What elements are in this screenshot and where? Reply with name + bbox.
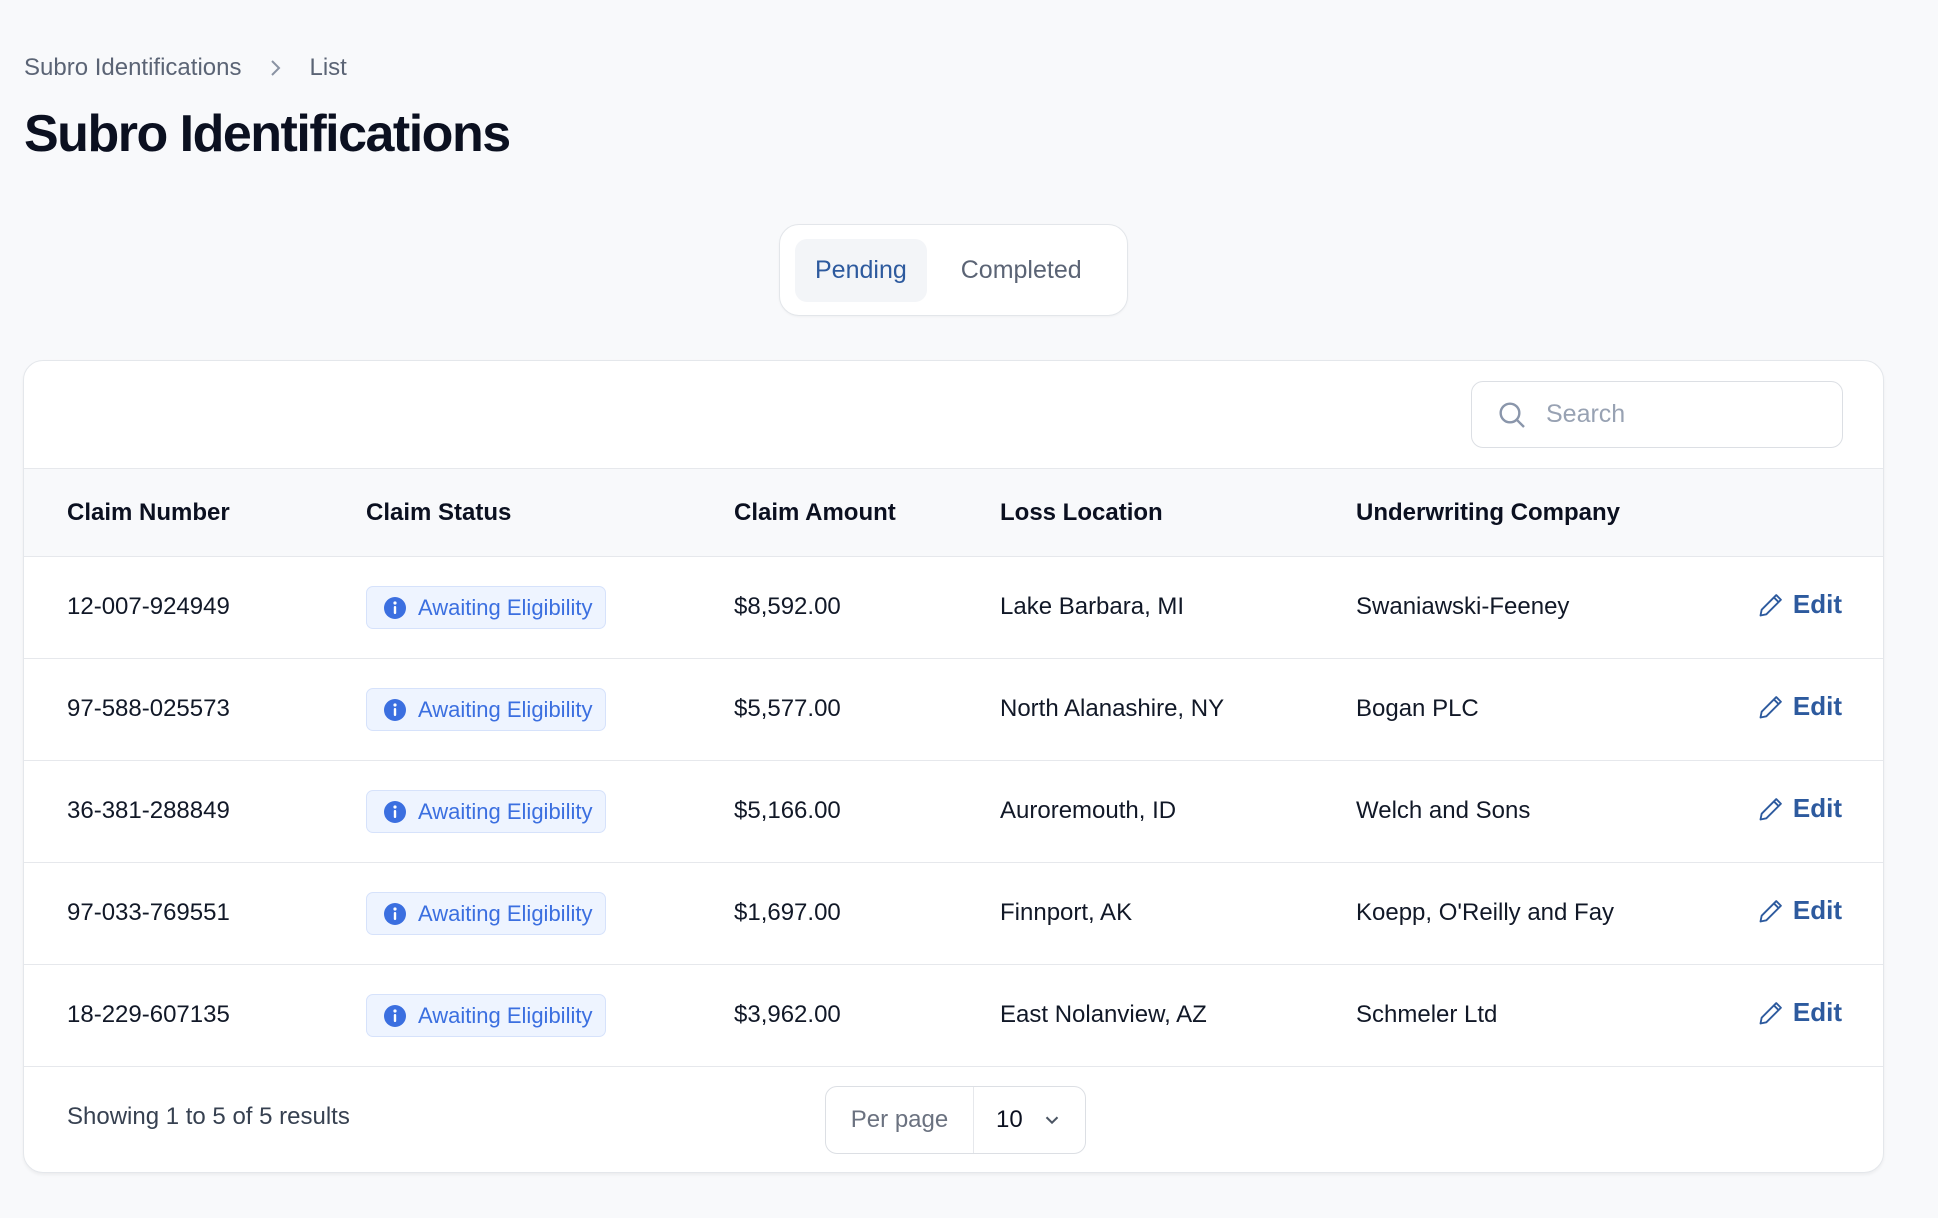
loss-location: East Nolanview, AZ [1000,1001,1207,1028]
status-badge: Awaiting Eligibility [366,688,607,731]
edit-label: Edit [1792,793,1842,823]
edit-button[interactable]: Edit [1757,997,1842,1028]
tab-completed[interactable]: Completed [960,255,1082,284]
column-header-underwriting-company[interactable]: Underwriting Company [1356,499,1621,526]
info-icon [384,596,406,619]
table-row: 97-588-025573 Awaiting Eligibility $5,577.… [24,659,1883,761]
breadcrumb-item-subro-identifications[interactable]: Subro Identifications [24,54,242,81]
underwriting-company: Swaniawski-Feeney [1356,593,1570,620]
status-badge: Awaiting Eligibility [366,994,607,1037]
per-page-control: Per page 10 [825,1086,1086,1154]
status-label: Awaiting Eligibility [418,900,593,926]
table-row: 36-381-288849 Awaiting Eligibility $5,166.… [24,761,1883,863]
pencil-icon [1759,797,1782,820]
claim-amount: $5,166.00 [734,797,841,824]
info-icon [384,902,406,925]
pencil-icon [1759,695,1782,718]
claim-number: 18-229-607135 [67,1001,230,1028]
page-title: Subro Identifications [24,105,511,163]
status-label: Awaiting Eligibility [418,1002,593,1028]
search-icon [1499,401,1525,428]
edit-label: Edit [1792,691,1842,721]
info-icon [384,698,406,721]
underwriting-company: Koepp, O'Reilly and Fay [1356,899,1615,926]
status-badge: Awaiting Eligibility [366,892,607,935]
column-header-claim-number[interactable]: Claim Number [67,499,230,526]
table-row: 18-229-607135 Awaiting Eligibility $3,962.… [24,965,1883,1067]
pencil-icon [1759,899,1782,922]
loss-location: Auroremouth, ID [1000,797,1177,824]
status-tabs: Pending Completed [779,224,1128,316]
edit-label: Edit [1792,997,1842,1027]
per-page-select[interactable]: 10 [974,1106,1085,1134]
claim-number: 36-381-288849 [67,797,230,824]
loss-location: North Alanashire, NY [1000,695,1225,722]
results-summary: Showing 1 to 5 of 5 results [67,1103,350,1130]
per-page-label: Per page [826,1087,974,1153]
edit-button[interactable]: Edit [1757,589,1842,620]
status-label: Awaiting Eligibility [418,594,593,620]
chevron-down-icon [1045,1116,1058,1125]
claim-amount: $3,962.00 [734,1001,841,1028]
pencil-icon [1759,1001,1782,1024]
loss-location: Lake Barbara, MI [1000,593,1185,620]
table-footer: Showing 1 to 5 of 5 results Per page 10 [24,1065,1883,1172]
per-page-value: 10 [996,1106,1023,1133]
claim-number: 97-588-025573 [67,695,230,722]
search-input[interactable] [1546,400,1826,429]
underwriting-company: Schmeler Ltd [1356,1001,1498,1028]
edit-label: Edit [1792,589,1842,619]
table-row: 12-007-924949 Awaiting Eligibility $8,592.… [24,557,1883,659]
column-header-loss-location[interactable]: Loss Location [1000,499,1163,526]
claim-number: 97-033-769551 [67,899,230,926]
underwriting-company: Bogan PLC [1356,695,1479,722]
claim-amount: $5,577.00 [734,695,841,722]
column-header-claim-status[interactable]: Claim Status [366,499,512,526]
status-badge: Awaiting Eligibility [366,586,607,629]
chevron-right-icon [271,60,281,76]
status-badge: Awaiting Eligibility [366,790,607,833]
table-row: 97-033-769551 Awaiting Eligibility $1,697.… [24,863,1883,965]
breadcrumb-item-list: List [309,54,347,81]
edit-label: Edit [1792,895,1842,925]
claims-table-card: Claim Number Claim Status Claim Amount L… [23,360,1884,1173]
loss-location: Finnport, AK [1000,899,1133,926]
info-icon [384,1004,406,1027]
claim-amount: $1,697.00 [734,899,841,926]
edit-button[interactable]: Edit [1757,793,1842,824]
claim-number: 12-007-924949 [67,593,230,620]
status-label: Awaiting Eligibility [418,798,593,824]
column-header-claim-amount[interactable]: Claim Amount [734,499,896,526]
edit-button[interactable]: Edit [1757,691,1842,722]
table-header: Claim Number Claim Status Claim Amount L… [24,468,1883,557]
underwriting-company: Welch and Sons [1356,797,1531,824]
status-label: Awaiting Eligibility [418,696,593,722]
claim-amount: $8,592.00 [734,593,841,620]
breadcrumb: Subro Identifications List [24,54,347,82]
tab-pending[interactable]: Pending [795,238,927,302]
pencil-icon [1759,593,1782,616]
search-box[interactable] [1471,381,1843,448]
info-icon [384,800,406,823]
edit-button[interactable]: Edit [1757,895,1842,926]
